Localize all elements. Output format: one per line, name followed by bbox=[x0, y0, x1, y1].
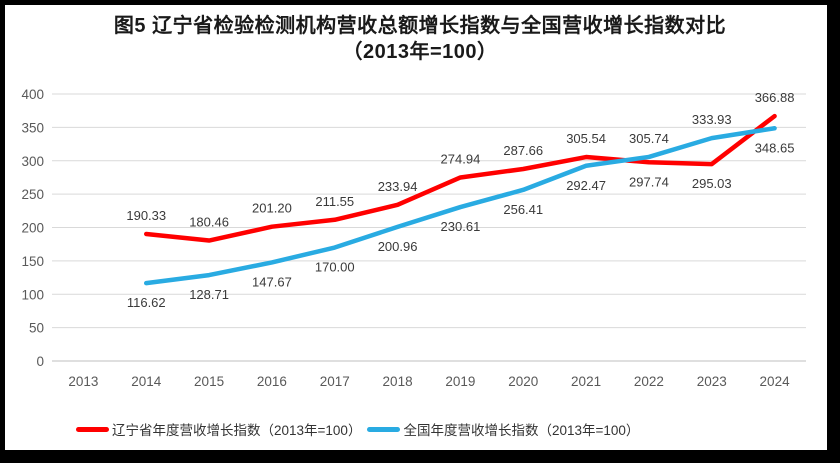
data-label-series-1: 170.00 bbox=[315, 260, 355, 275]
x-tick-label: 2019 bbox=[445, 374, 475, 389]
x-tick-label: 2022 bbox=[634, 374, 664, 389]
data-label-series-1: 305.74 bbox=[629, 131, 669, 146]
y-tick-label: 350 bbox=[21, 120, 44, 135]
data-label-series-1: 230.61 bbox=[441, 219, 481, 234]
y-tick-label: 150 bbox=[21, 254, 44, 269]
x-tick-label: 2023 bbox=[697, 374, 727, 389]
chart-title: 图5 辽宁省检验检测机构营收总额增长指数与全国营收增长指数对比 （2013年=1… bbox=[0, 13, 840, 65]
data-label-series-0: 211.55 bbox=[315, 194, 354, 209]
chart-title-line2: （2013年=100） bbox=[342, 41, 498, 63]
data-label-series-1: 116.62 bbox=[127, 295, 166, 310]
x-tick-label: 2018 bbox=[383, 374, 413, 389]
data-label-series-0: 233.94 bbox=[378, 179, 418, 194]
liaoning-line-swatch bbox=[76, 426, 109, 432]
national-line-swatch bbox=[367, 426, 401, 432]
series-line-1 bbox=[144, 126, 777, 286]
chart-title-line1: 图5 辽宁省检验检测机构营收总额增长指数与全国营收增长指数对比 bbox=[113, 15, 727, 37]
data-label-series-0: 274.94 bbox=[441, 151, 481, 166]
data-label-series-1: 147.67 bbox=[252, 274, 292, 289]
y-tick-label: 250 bbox=[21, 187, 44, 202]
x-tick-label: 2024 bbox=[760, 374, 791, 389]
y-tick-label: 400 bbox=[21, 87, 44, 102]
data-label-series-1: 348.65 bbox=[755, 140, 795, 155]
x-tick-label: 2020 bbox=[508, 374, 538, 389]
data-label-series-0: 201.20 bbox=[252, 201, 292, 216]
legend-item-liaoning: 辽宁省年度营收增长指数（2013年=100） bbox=[76, 419, 361, 439]
y-tick-label: 200 bbox=[21, 221, 44, 236]
data-label-series-0: 305.54 bbox=[566, 131, 606, 146]
x-tick-label: 2013 bbox=[68, 374, 98, 389]
data-label-series-0: 366.88 bbox=[755, 90, 795, 105]
data-label-series-0: 180.46 bbox=[189, 215, 229, 230]
legend-label-liaoning: 辽宁省年度营收增长指数（2013年=100） bbox=[112, 423, 362, 438]
y-tick-label: 100 bbox=[21, 287, 44, 302]
data-label-series-1: 256.41 bbox=[503, 202, 543, 217]
data-label-series-1: 333.93 bbox=[692, 112, 732, 127]
y-tick-label: 0 bbox=[36, 354, 44, 369]
legend-label-national: 全国年度营收增长指数（2013年=100） bbox=[403, 423, 640, 438]
data-label-series-0: 287.66 bbox=[503, 143, 543, 158]
data-label-series-0: 295.03 bbox=[692, 176, 732, 191]
x-tick-label: 2017 bbox=[320, 374, 350, 389]
data-label-series-1: 292.47 bbox=[566, 178, 606, 193]
x-tick-label: 2015 bbox=[194, 374, 224, 389]
data-label-series-0: 190.33 bbox=[126, 208, 166, 223]
series-line-0 bbox=[144, 113, 777, 243]
data-label-series-1: 200.96 bbox=[378, 239, 418, 254]
y-tick-label: 300 bbox=[21, 154, 44, 169]
y-tick-label: 50 bbox=[29, 321, 44, 336]
x-tick-label: 2021 bbox=[571, 374, 601, 389]
data-label-series-0: 297.74 bbox=[629, 174, 669, 189]
chart-legend: 辽宁省年度营收增长指数（2013年=100） 全国年度营收增长指数（2013年=… bbox=[76, 419, 639, 439]
legend-item-national: 全国年度营收增长指数（2013年=100） bbox=[367, 419, 639, 439]
x-tick-label: 2016 bbox=[257, 374, 287, 389]
x-tick-label: 2014 bbox=[131, 374, 162, 389]
data-label-series-1: 128.71 bbox=[189, 287, 229, 302]
